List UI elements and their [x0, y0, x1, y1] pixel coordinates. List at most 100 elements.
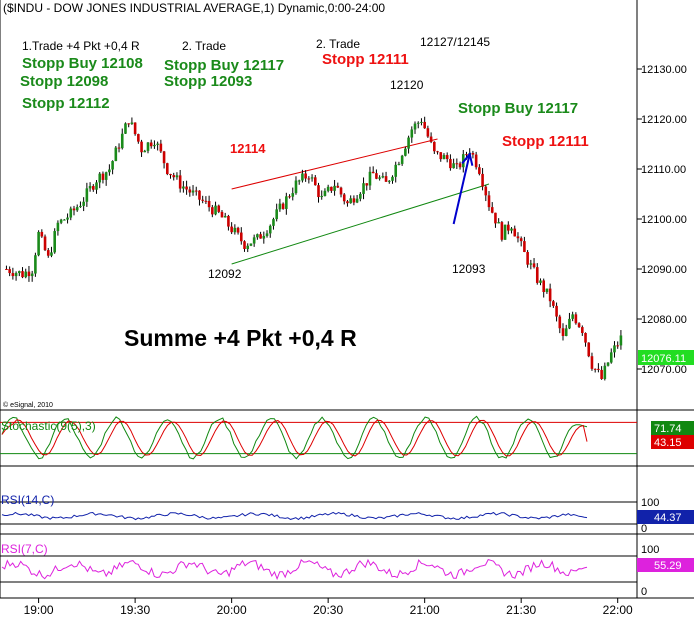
- candle-body: [436, 151, 439, 153]
- candle-body: [355, 198, 359, 203]
- candle-body: [230, 226, 233, 233]
- candle-body: [104, 172, 108, 180]
- candle-body: [339, 187, 343, 195]
- candle-body: [201, 199, 204, 201]
- candle-body: [526, 252, 529, 265]
- candle-body: [294, 180, 298, 194]
- candle-body: [310, 177, 314, 179]
- time-tick-label: 21:00: [410, 603, 440, 617]
- candle-body: [278, 203, 282, 210]
- candle-body: [82, 201, 85, 206]
- candle-body: [600, 369, 603, 379]
- candle-body: [265, 233, 269, 236]
- candle-body: [153, 144, 156, 147]
- candle-body: [149, 142, 153, 147]
- candle-body: [114, 147, 118, 162]
- chart-title: ($INDU - DOW JONES INDUSTRIAL AVERAGE,1)…: [3, 1, 385, 15]
- candle-body: [433, 141, 436, 152]
- summary-label: Summe +4 Pkt +0,4 R: [124, 325, 357, 351]
- rsi14-value: 44.37: [654, 512, 682, 524]
- high-label: 12120: [390, 78, 424, 92]
- candle-body: [8, 269, 11, 274]
- candle-body: [111, 161, 114, 170]
- last-price-value: 12076.11: [641, 353, 686, 365]
- candle-body: [375, 173, 378, 179]
- candle-body: [182, 186, 185, 189]
- candle-body: [72, 208, 76, 211]
- candle-body: [95, 182, 98, 190]
- rsi7-axis-0: 0: [641, 586, 647, 598]
- candle-body: [220, 211, 224, 218]
- candle-body: [214, 205, 217, 215]
- candle-body: [297, 180, 301, 182]
- candle-body: [555, 305, 558, 317]
- candle-body: [387, 180, 391, 182]
- price-tick-label: 12130.00: [641, 64, 687, 76]
- candle-body: [108, 169, 111, 173]
- candle-body: [156, 143, 159, 145]
- candle-body: [484, 186, 488, 196]
- candle-body: [577, 323, 581, 328]
- arrow-head: [461, 151, 474, 166]
- candle-body: [574, 314, 578, 324]
- candle-body: [50, 252, 53, 256]
- rsi7-badge: [637, 558, 694, 572]
- candle-body: [394, 164, 398, 177]
- candle-body: [362, 183, 365, 194]
- candle-body: [474, 154, 478, 168]
- price-tick-label: 12080.00: [641, 314, 687, 326]
- candle-body: [323, 190, 327, 196]
- trade2b-stop: Stopp 12111: [322, 51, 409, 68]
- candle-body: [288, 196, 291, 198]
- candle-body: [88, 186, 92, 189]
- rsi14-axis-0: 0: [641, 523, 647, 535]
- stoch-k-value: 71.74: [654, 423, 682, 435]
- time-tick-label: 19:30: [120, 603, 150, 617]
- candle-body: [400, 155, 404, 164]
- candle-body: [542, 280, 546, 293]
- candle-body: [423, 121, 426, 129]
- candle-body: [503, 224, 507, 240]
- candle-body: [616, 345, 619, 347]
- candle-body: [513, 228, 517, 237]
- candle-body: [130, 122, 134, 125]
- candle-body: [5, 269, 8, 270]
- candle-body: [178, 175, 182, 189]
- right-buy: Stopp Buy 12117: [458, 100, 578, 117]
- candle-body: [597, 368, 600, 370]
- candle-body: [532, 263, 536, 268]
- price-tick-label: 12070.00: [641, 364, 687, 376]
- channel-lower-line: [231, 183, 490, 265]
- candle-body: [53, 231, 56, 253]
- candle-body: [552, 301, 555, 306]
- candle-body: [11, 273, 15, 277]
- candle-body: [85, 188, 89, 202]
- candle-body: [143, 150, 147, 153]
- candle-body: [159, 143, 163, 152]
- candle-body: [397, 163, 401, 165]
- channel-upper-line: [231, 138, 438, 190]
- rsi14-axis-100: 100: [641, 497, 659, 509]
- candle-body: [18, 271, 21, 274]
- trade2a-title: 2. Trade: [182, 39, 226, 53]
- candle-body: [275, 209, 278, 220]
- candle-body: [313, 177, 317, 186]
- candle-body: [439, 152, 443, 160]
- rsi14-title: RSI(14,C): [1, 493, 54, 507]
- trade1-stop-1: Stopp 12098: [20, 73, 108, 90]
- candle-body: [420, 121, 423, 123]
- candle-body: [613, 345, 616, 353]
- rsi7-axis-100: 100: [641, 544, 659, 556]
- trade1-stop-2: Stopp 12112: [22, 95, 110, 112]
- candle-body: [320, 195, 324, 198]
- candle-body: [384, 176, 388, 182]
- candle-body: [66, 217, 69, 220]
- candle-body: [63, 219, 66, 221]
- candle-body: [34, 255, 37, 274]
- low-label: 12092: [208, 267, 242, 281]
- candle-body: [458, 163, 462, 168]
- stoch-d-value: 43.15: [654, 437, 682, 449]
- low2-label: 12093: [452, 262, 486, 276]
- candle-body: [539, 280, 542, 283]
- trade1-buy: Stopp Buy 12108: [22, 55, 143, 72]
